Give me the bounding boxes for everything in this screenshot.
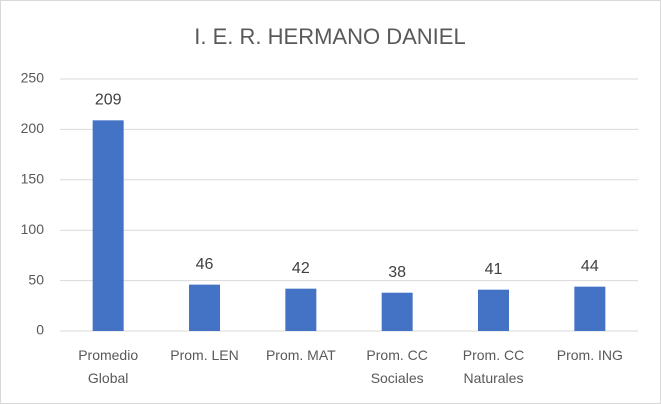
- x-tick-label: Prom. ING: [556, 347, 623, 363]
- chart-title: I. E. R. HERMANO DANIEL: [194, 24, 465, 49]
- y-tick-label: 200: [21, 120, 45, 136]
- data-label: 41: [485, 261, 503, 278]
- bar: [478, 289, 509, 331]
- bar: [381, 292, 413, 331]
- x-tick-label: Prom. CC Naturales: [462, 347, 525, 386]
- y-tick-label: 150: [21, 171, 45, 187]
- data-label: 42: [292, 260, 310, 277]
- x-tick-label: Prom. LEN: [170, 347, 239, 363]
- x-tick-label: Promedio Global: [78, 347, 139, 386]
- data-label: 46: [196, 256, 214, 273]
- bar: [92, 120, 124, 331]
- x-tick-label: Prom. MAT: [265, 347, 336, 363]
- data-label: 38: [388, 264, 406, 281]
- bar: [285, 288, 317, 331]
- bar: [189, 284, 220, 331]
- y-tick-label: 50: [28, 271, 44, 287]
- data-label: 44: [581, 258, 599, 275]
- data-label: 209: [95, 92, 122, 109]
- y-tick-label: 100: [21, 221, 45, 237]
- x-tick-label: Prom. CC Sociales: [366, 347, 428, 386]
- bar: [574, 286, 606, 331]
- y-tick-label: 0: [36, 322, 44, 338]
- y-tick-label: 250: [21, 70, 45, 86]
